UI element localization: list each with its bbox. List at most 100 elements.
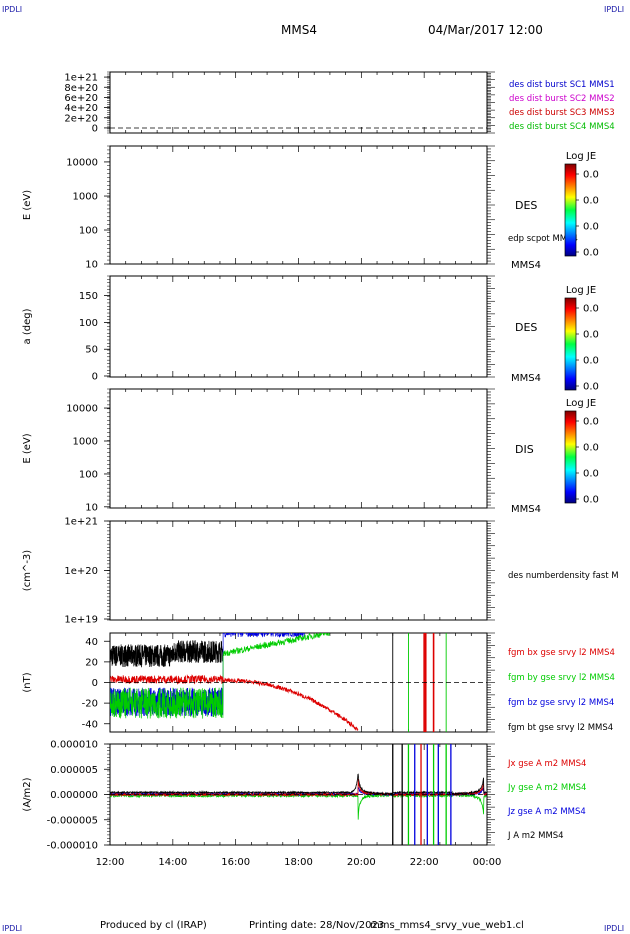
time-tick-label: 12:00: [96, 857, 125, 868]
legend-entry: Jz gse A m2 MMS4: [507, 807, 586, 817]
y-tick-label: 0: [92, 678, 98, 689]
time-tick-label: 18:00: [284, 857, 313, 868]
y-axis-label: E (eV): [22, 190, 33, 220]
corner-label-top-left: IPDLI: [2, 5, 23, 14]
time-tick-label: 22:00: [410, 857, 439, 868]
y-tick-label: 1000: [73, 192, 98, 203]
y-tick-label: 40: [85, 637, 98, 648]
series-j: [110, 773, 487, 796]
y-tick-label: -0.000005: [47, 815, 98, 826]
colorbar-tick-label: 0.0: [583, 170, 599, 181]
y-tick-label: 100: [79, 226, 98, 237]
time-tick-label: 16:00: [221, 857, 250, 868]
colorbar-tick-label: 0.0: [583, 495, 599, 506]
panel-frame-1: [109, 145, 488, 265]
panel-frame-4: [109, 520, 488, 621]
y-tick-label: -40: [82, 719, 98, 730]
spacecraft-title: MMS4: [281, 23, 317, 37]
y-tick-label: 100: [79, 318, 98, 329]
fgm-traces: [110, 633, 447, 732]
footer-printing-date: Printing date: 28/Nov/2023: [249, 920, 385, 931]
instrument-label: DES: [515, 321, 537, 334]
instrument-label: DIS: [515, 443, 534, 456]
y-tick-label: 10000: [66, 404, 98, 415]
y-axis-label: a (deg): [22, 308, 33, 344]
panel-frame-0: [109, 71, 488, 134]
y-tick-label: -20: [82, 699, 98, 710]
y-tick-label: 0.000010: [50, 740, 98, 751]
colorbar-title: Log JE: [566, 398, 596, 409]
y-tick-label: 150: [79, 291, 98, 302]
y-tick-label: 4e+20: [64, 103, 98, 114]
time-tick-label: 20:00: [347, 857, 376, 868]
y-axis-label: (cm^-3): [22, 550, 33, 591]
y-tick-label: 10: [85, 260, 98, 271]
legend-entry: fgm bz gse srvy l2 MMS4: [508, 698, 614, 708]
legend-entry: des dist burst SC1 MMS1: [509, 80, 615, 90]
legend-entry: des dist burst SC2 MMS2: [509, 94, 615, 104]
legend-entry: fgm by gse srvy l2 MMS4: [508, 673, 615, 683]
panel-frame-2: [109, 275, 488, 378]
colorbar-tick-label: 0.0: [583, 196, 599, 207]
y-tick-label: 1e+19: [64, 615, 98, 626]
y-tick-label: 0.000005: [50, 765, 98, 776]
colorbar-tick-label: 0.0: [583, 304, 599, 315]
panel-frame-3: [109, 388, 488, 509]
y-tick-label: 6e+20: [64, 93, 98, 104]
probe-label: MMS4: [511, 260, 541, 271]
colorbar-tick-label: 0.0: [583, 330, 599, 341]
series-fgm-by: [110, 633, 330, 719]
colorbar-tick-label: 0.0: [583, 222, 599, 233]
colorbar-tick-label: 0.0: [583, 382, 599, 393]
legend-entry: Jx gse A m2 MMS4: [507, 759, 586, 769]
footer-filename: mms_mms4_srvy_vue_web1.cl: [370, 920, 524, 931]
y-axis-label: (A/m2): [22, 777, 33, 811]
footer-produced-by: Produced by cl (IRAP): [100, 920, 207, 931]
corner-label-bottom-right: IPDLI: [604, 924, 625, 933]
colorbar-tick-label: 0.0: [583, 443, 599, 454]
legend-entry: des dist burst SC4 MMS4: [509, 122, 615, 132]
colorbar-3: [564, 410, 577, 504]
colorbar-title: Log JE: [566, 151, 596, 162]
y-tick-label: 20: [85, 657, 98, 668]
colorbar-1: [564, 163, 577, 257]
time-tick-label: 00:00: [473, 857, 502, 868]
y-tick-label: 10000: [66, 157, 98, 168]
y-tick-label: 0.000000: [50, 790, 98, 801]
y-tick-label: 0: [92, 123, 98, 134]
colorbar-tick-label: 0.0: [583, 356, 599, 367]
colorbar-2: [564, 297, 577, 391]
y-axis-label: (nT): [22, 672, 33, 692]
series-jy: [110, 792, 487, 820]
colorbar-title: Log JE: [566, 285, 596, 296]
colorbar-tick-label: 0.0: [583, 469, 599, 480]
y-tick-label: 1e+21: [64, 517, 98, 528]
legend-entry: des dist burst SC3 MMS3: [509, 108, 615, 118]
y-tick-label: -0.000010: [47, 841, 98, 852]
legend-entry: fgm bx gse srvy l2 MMS4: [508, 648, 615, 658]
y-tick-label: 50: [85, 345, 98, 356]
plot-datetime: 04/Mar/2017 12:00: [428, 23, 543, 37]
corner-label-top-right: IPDLI: [604, 5, 625, 14]
series-fgm-bt: [110, 640, 224, 668]
legend-entry: Jy gse A m2 MMS4: [507, 783, 586, 793]
y-tick-label: 1e+21: [64, 73, 98, 84]
overlay-label: edp scpot MMS4: [508, 234, 578, 244]
y-tick-label: 1e+20: [64, 566, 98, 577]
y-axis-label: E (eV): [22, 433, 33, 463]
instrument-label: DES: [515, 199, 537, 212]
series-fgm-bx: [110, 674, 359, 731]
y-tick-label: 100: [79, 469, 98, 480]
probe-label: MMS4: [511, 373, 541, 384]
time-tick-label: 14:00: [158, 857, 187, 868]
colorbar-tick-label: 0.0: [583, 417, 599, 428]
corner-label-bottom-left: IPDLI: [2, 924, 23, 933]
legend-entry: J A m2 MMS4: [507, 831, 564, 841]
probe-label: MMS4: [511, 504, 541, 515]
y-tick-label: 8e+20: [64, 83, 98, 94]
legend-entry: des numberdensity fast M: [508, 571, 619, 581]
colorbar-tick-label: 0.0: [583, 248, 599, 259]
y-tick-label: 10: [85, 502, 98, 513]
y-tick-label: 0: [92, 371, 98, 382]
